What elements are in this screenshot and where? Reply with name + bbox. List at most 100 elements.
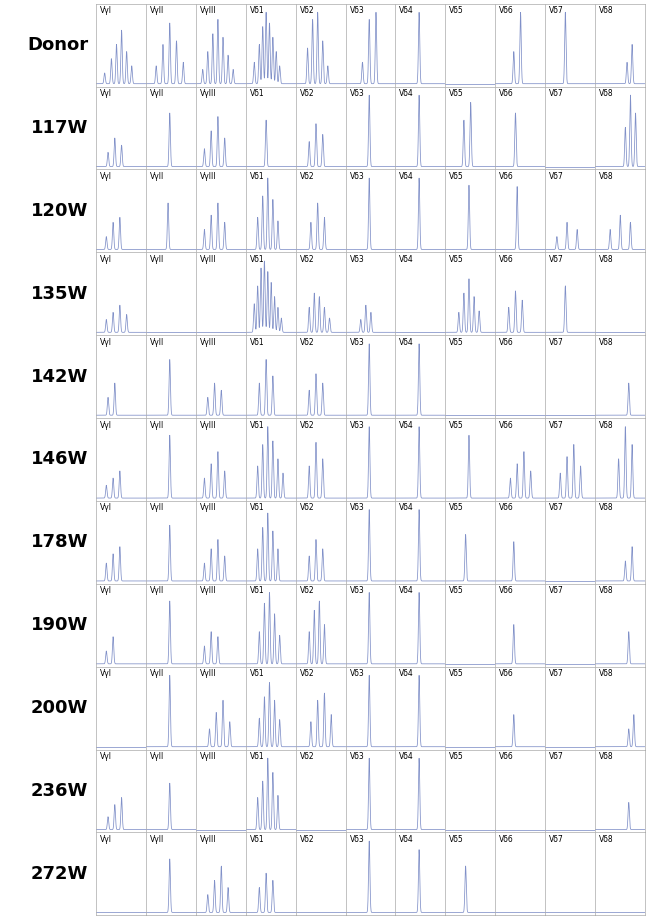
- Text: VγII: VγII: [150, 89, 164, 98]
- Text: VγIII: VγIII: [200, 89, 216, 98]
- Text: VγI: VγI: [100, 255, 112, 264]
- Text: Vδ6: Vδ6: [499, 337, 514, 346]
- Text: Vδ2: Vδ2: [300, 172, 315, 181]
- Text: Vδ6: Vδ6: [499, 421, 514, 429]
- Text: Vδ1: Vδ1: [250, 835, 265, 844]
- Text: Vδ7: Vδ7: [549, 337, 564, 346]
- Text: Vδ5: Vδ5: [449, 6, 464, 15]
- Text: VγI: VγI: [100, 669, 112, 678]
- Text: VγIII: VγIII: [200, 421, 216, 429]
- Text: Vδ1: Vδ1: [250, 586, 265, 596]
- Text: Vδ3: Vδ3: [350, 255, 364, 264]
- Text: VγII: VγII: [150, 255, 164, 264]
- Text: Donor: Donor: [27, 36, 88, 54]
- Text: Vδ6: Vδ6: [499, 504, 514, 513]
- Text: Vδ4: Vδ4: [400, 255, 414, 264]
- Text: Vδ7: Vδ7: [549, 752, 564, 761]
- Text: VγIII: VγIII: [200, 255, 216, 264]
- Text: Vδ2: Vδ2: [300, 835, 315, 844]
- Text: Vδ2: Vδ2: [300, 504, 315, 513]
- Text: VγII: VγII: [150, 337, 164, 346]
- Text: 117W: 117W: [31, 119, 88, 137]
- Text: VγIII: VγIII: [200, 835, 216, 844]
- Text: VγII: VγII: [150, 752, 164, 761]
- Text: VγIII: VγIII: [200, 337, 216, 346]
- Text: Vδ3: Vδ3: [350, 586, 364, 596]
- Text: Vδ5: Vδ5: [449, 835, 464, 844]
- Text: Vδ5: Vδ5: [449, 172, 464, 181]
- Text: Vδ2: Vδ2: [300, 6, 315, 15]
- Text: Vδ7: Vδ7: [549, 586, 564, 596]
- Text: VγII: VγII: [150, 421, 164, 429]
- Text: Vδ6: Vδ6: [499, 255, 514, 264]
- Text: VγI: VγI: [100, 421, 112, 429]
- Text: Vδ8: Vδ8: [599, 835, 614, 844]
- Text: VγII: VγII: [150, 669, 164, 678]
- Text: Vδ4: Vδ4: [400, 337, 414, 346]
- Text: Vδ4: Vδ4: [400, 421, 414, 429]
- Text: Vδ4: Vδ4: [400, 172, 414, 181]
- Text: 120W: 120W: [31, 202, 88, 220]
- Text: Vδ6: Vδ6: [499, 172, 514, 181]
- Text: Vδ6: Vδ6: [499, 669, 514, 678]
- Text: Vδ7: Vδ7: [549, 172, 564, 181]
- Text: Vδ8: Vδ8: [599, 669, 614, 678]
- Text: Vδ5: Vδ5: [449, 255, 464, 264]
- Text: Vδ8: Vδ8: [599, 172, 614, 181]
- Text: 236W: 236W: [31, 782, 88, 800]
- Text: VγIII: VγIII: [200, 6, 216, 15]
- Text: Vδ5: Vδ5: [449, 752, 464, 761]
- Text: Vδ6: Vδ6: [499, 586, 514, 596]
- Text: Vδ4: Vδ4: [400, 6, 414, 15]
- Text: VγII: VγII: [150, 172, 164, 181]
- Text: VγI: VγI: [100, 172, 112, 181]
- Text: Vδ4: Vδ4: [400, 835, 414, 844]
- Text: Vδ8: Vδ8: [599, 337, 614, 346]
- Text: Vδ7: Vδ7: [549, 6, 564, 15]
- Text: Vδ2: Vδ2: [300, 586, 315, 596]
- Text: Vδ8: Vδ8: [599, 504, 614, 513]
- Text: Vδ5: Vδ5: [449, 504, 464, 513]
- Text: Vδ6: Vδ6: [499, 6, 514, 15]
- Text: Vδ1: Vδ1: [250, 89, 265, 98]
- Text: VγIII: VγIII: [200, 504, 216, 513]
- Text: Vδ3: Vδ3: [350, 89, 364, 98]
- Text: Vδ1: Vδ1: [250, 669, 265, 678]
- Text: VγI: VγI: [100, 586, 112, 596]
- Text: Vδ1: Vδ1: [250, 752, 265, 761]
- Text: Vδ5: Vδ5: [449, 421, 464, 429]
- Text: 135W: 135W: [31, 285, 88, 302]
- Text: Vδ7: Vδ7: [549, 421, 564, 429]
- Text: VγI: VγI: [100, 504, 112, 513]
- Text: VγIII: VγIII: [200, 172, 216, 181]
- Text: 178W: 178W: [31, 533, 88, 551]
- Text: Vδ1: Vδ1: [250, 421, 265, 429]
- Text: VγII: VγII: [150, 835, 164, 844]
- Text: VγI: VγI: [100, 89, 112, 98]
- Text: VγI: VγI: [100, 337, 112, 346]
- Text: Vδ3: Vδ3: [350, 337, 364, 346]
- Text: Vδ2: Vδ2: [300, 421, 315, 429]
- Text: Vδ4: Vδ4: [400, 586, 414, 596]
- Text: Vδ4: Vδ4: [400, 669, 414, 678]
- Text: Vδ4: Vδ4: [400, 504, 414, 513]
- Text: 190W: 190W: [31, 617, 88, 634]
- Text: VγI: VγI: [100, 752, 112, 761]
- Text: Vδ5: Vδ5: [449, 669, 464, 678]
- Text: Vδ5: Vδ5: [449, 337, 464, 346]
- Text: Vδ7: Vδ7: [549, 669, 564, 678]
- Text: Vδ6: Vδ6: [499, 752, 514, 761]
- Text: Vδ3: Vδ3: [350, 669, 364, 678]
- Text: Vδ6: Vδ6: [499, 89, 514, 98]
- Text: Vδ5: Vδ5: [449, 586, 464, 596]
- Text: Vδ8: Vδ8: [599, 421, 614, 429]
- Text: 146W: 146W: [31, 450, 88, 469]
- Text: Vδ3: Vδ3: [350, 835, 364, 844]
- Text: 272W: 272W: [31, 865, 88, 883]
- Text: Vδ3: Vδ3: [350, 172, 364, 181]
- Text: VγIII: VγIII: [200, 752, 216, 761]
- Text: Vδ1: Vδ1: [250, 255, 265, 264]
- Text: Vδ7: Vδ7: [549, 504, 564, 513]
- Text: VγII: VγII: [150, 504, 164, 513]
- Text: 200W: 200W: [31, 699, 88, 717]
